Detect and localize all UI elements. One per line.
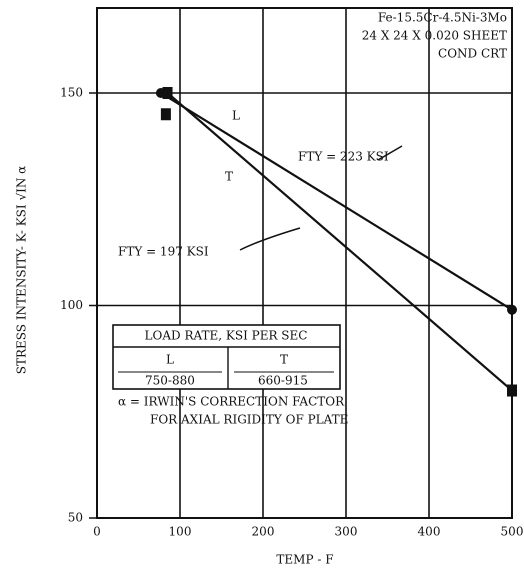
legend-note: FOR AXIAL RIGIDITY OF PLATE <box>150 413 348 427</box>
point <box>162 87 173 99</box>
point <box>507 304 517 315</box>
annotation: FTY = 197 KSI <box>118 245 209 259</box>
y-tick-label: 100 <box>60 298 83 312</box>
annotation: COND CRT <box>438 47 507 61</box>
point <box>160 108 171 121</box>
x-tick-label: 100 <box>169 525 192 539</box>
legend-frame <box>112 324 341 390</box>
arrow <box>239 227 301 251</box>
plot-frame <box>96 7 513 519</box>
y-tick-label: 50 <box>68 511 83 525</box>
arrow <box>377 145 403 161</box>
legend-box: LOAD RATE, KSI PER SEC L T 750-880 660-9… <box>112 324 348 427</box>
point <box>507 384 517 397</box>
x-tick-label: 200 <box>252 525 275 539</box>
legend-column: T <box>280 353 288 367</box>
x-tick-label: 0 <box>93 525 101 539</box>
y-axis-label: STRESS INTENSITY- K- KSI √IN α <box>15 166 29 375</box>
series-line <box>166 92 513 392</box>
x-tick-label: 300 <box>335 525 358 539</box>
legend-range: 660-915 <box>258 374 308 388</box>
annotation: Fe-15.5Cr-4.5Ni-3Mo <box>378 11 507 25</box>
legend-title: LOAD RATE, KSI PER SEC <box>145 329 308 343</box>
series-line <box>160 92 513 311</box>
y-tick-label: 150 <box>60 86 83 100</box>
legend-note: α = IRWIN'S CORRECTION FACTOR <box>118 395 345 409</box>
annotation: 24 X 24 X 0.020 SHEET <box>362 29 507 43</box>
legend-range: 750-880 <box>145 374 195 388</box>
x-tick-label: 500 <box>501 525 524 539</box>
line-label: T <box>225 170 233 184</box>
legend-column: L <box>166 353 174 367</box>
line-label: L <box>232 109 240 123</box>
x-tick-label: 400 <box>418 525 441 539</box>
x-axis-label: TEMP - F <box>276 553 333 567</box>
annotation: FTY = 223 KSI <box>298 150 389 164</box>
